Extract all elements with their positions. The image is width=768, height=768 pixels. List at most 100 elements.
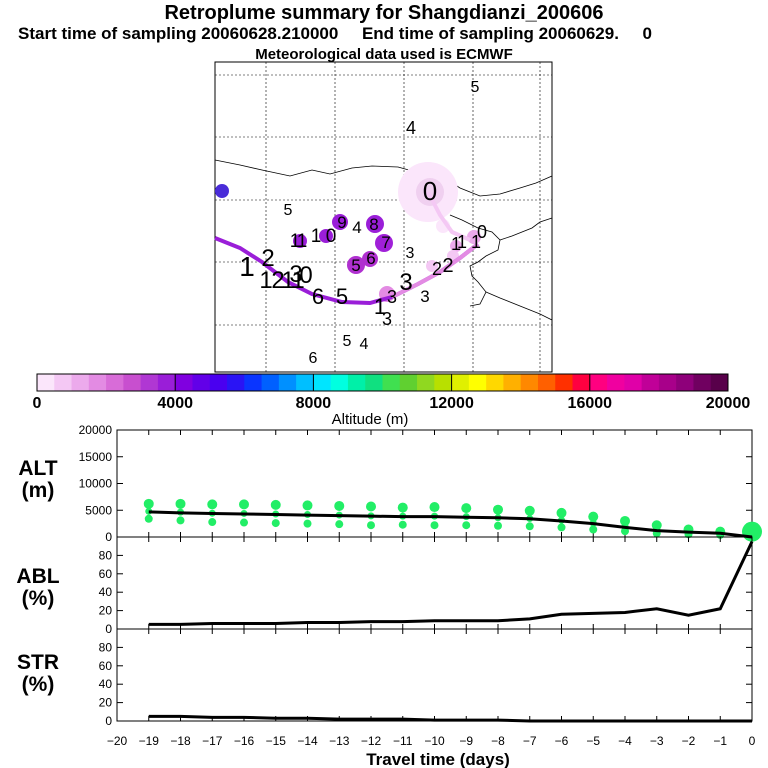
colorbar-cells: [37, 374, 729, 391]
y-tick-label: 15000: [79, 450, 113, 464]
day-label: 3: [420, 287, 429, 306]
str-label-top: STR: [17, 651, 59, 674]
colorbar-cell: [88, 374, 107, 391]
day-label: 1: [281, 267, 294, 294]
mean-trajectory-start: [426, 191, 471, 242]
x-tick-label: −9: [459, 734, 473, 748]
day-label: 1: [297, 231, 308, 252]
colorbar-cell: [572, 374, 591, 391]
y-tick-label: 0: [105, 714, 112, 728]
colorbar-cell: [227, 374, 245, 391]
colorbar-cell: [261, 374, 280, 391]
x-tick-label: −11: [393, 734, 413, 748]
colorbar-cell: [486, 374, 504, 391]
coastlines: [214, 159, 553, 321]
alt-cluster-point: [462, 521, 471, 530]
abl-frame: [116, 536, 753, 630]
colorbar-cell: [658, 374, 677, 391]
y-tick-label: 60: [99, 659, 113, 673]
day-label: 1: [239, 251, 255, 282]
day-label: 7: [381, 233, 390, 252]
colorbar-cell: [157, 374, 176, 391]
y-tick-label: 40: [99, 677, 113, 691]
day-label: 9: [337, 213, 346, 232]
y-tick-label: 10000: [79, 477, 113, 491]
str-line: [148, 714, 752, 723]
y-tick-label: 80: [99, 548, 113, 562]
colorbar-tick-label: 16000: [568, 395, 613, 412]
abl-panel-label: ABL (%): [13, 566, 63, 610]
x-tick-label: −5: [586, 734, 600, 748]
day-label: 2: [261, 245, 274, 272]
colorbar-label: Altitude (m): [332, 411, 409, 428]
day-label: 6: [312, 284, 324, 309]
day-label: 1: [259, 267, 272, 294]
day-label: 8: [369, 215, 378, 234]
colorbar-cell: [417, 374, 435, 391]
alt-cluster-point: [525, 522, 534, 531]
colorbar-tick-label: 20000: [706, 395, 751, 412]
colorbar-cell: [468, 374, 487, 391]
mean-trajectory-recent: [391, 242, 480, 299]
plume-blob: [366, 215, 384, 233]
y-tick-label: 40: [99, 585, 113, 599]
x-tick-label: −20: [107, 734, 128, 748]
chart-title: Retroplume summary for Shangdianzi_20060…: [164, 2, 604, 24]
day-label: 1: [471, 232, 481, 252]
plume-blob: [347, 256, 365, 274]
colorbar-cell: [365, 374, 383, 391]
colorbar-cell: [71, 374, 90, 391]
day-label: 0: [326, 226, 337, 247]
alt-cluster-point: [430, 521, 439, 530]
map-gridlines: [215, 62, 552, 372]
colorbar-cell: [676, 374, 694, 391]
x-tick-label: −8: [491, 734, 505, 748]
day-label: 6: [366, 249, 375, 268]
day-label: 1: [451, 234, 461, 254]
alt-cluster-point: [397, 502, 408, 513]
alt-cluster-point: [556, 507, 567, 518]
day-label: 3: [387, 287, 397, 307]
colorbar-cell: [140, 374, 159, 391]
alt-cluster-point: [303, 519, 312, 528]
abl-panel: 80 60 40 20 0: [99, 536, 754, 636]
colorbar-cell: [123, 374, 142, 391]
day-label: 3: [289, 261, 302, 288]
day-label: 0: [477, 222, 487, 242]
alt-panel: 20000 15000 10000 5000 0: [79, 423, 762, 544]
x-tick-label: −15: [266, 734, 287, 748]
alt-cluster-point: [461, 503, 472, 514]
day-label: 5: [471, 79, 480, 96]
x-tick-label: −6: [555, 734, 569, 748]
colorbar-cell: [520, 374, 539, 391]
day-label: 3: [406, 245, 415, 262]
border-3: [499, 217, 553, 241]
str-label-bottom: (%): [21, 673, 55, 696]
x-tick-label: −12: [361, 734, 382, 748]
alt-cluster-point: [143, 498, 154, 509]
plume-blob: [332, 214, 348, 230]
alt-cluster-point: [398, 520, 407, 529]
colorbar-cell: [641, 374, 660, 391]
x-tick-label: −14: [297, 734, 318, 748]
y-tick-label: 80: [99, 640, 113, 654]
x-tick-label: −19: [139, 734, 160, 748]
alt-cluster-point: [429, 502, 440, 513]
colorbar-cell: [434, 374, 453, 391]
colorbar-cell: [624, 374, 643, 391]
colorbar: 0 4000 8000 12000 16000 20000 Altitude (m): [33, 373, 751, 428]
x-tick-label: −17: [202, 734, 223, 748]
x-tick-label: −4: [618, 734, 632, 748]
plume-blob: [467, 230, 481, 244]
day-label: 0: [299, 262, 312, 289]
alt-panel-label: ALT (m): [13, 458, 63, 502]
plume-blob: [426, 260, 438, 272]
alt-mean-line: [148, 510, 753, 539]
day-label: 2: [442, 255, 453, 277]
border-4: [485, 291, 553, 321]
y-tick-label: 60: [99, 567, 113, 581]
str-frame: [116, 628, 753, 722]
y-tick-label: 20: [99, 696, 113, 710]
